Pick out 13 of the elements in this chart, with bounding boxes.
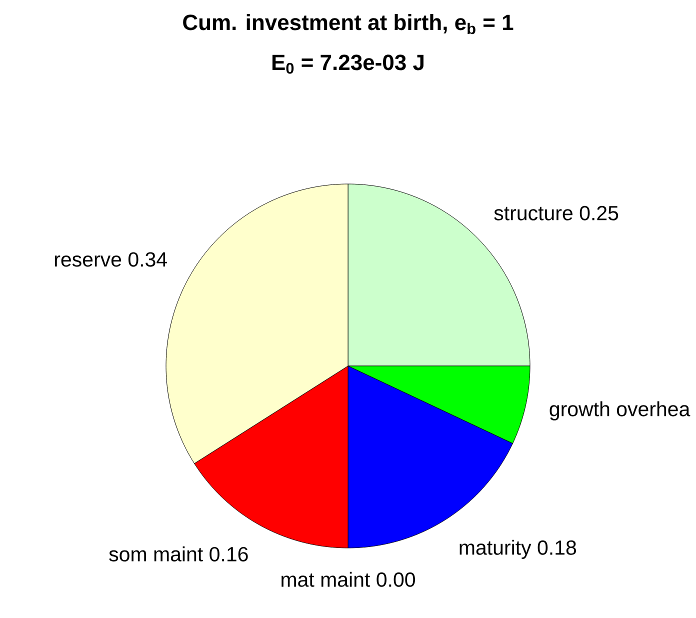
slice-label: growth overhea — [550, 401, 690, 420]
chart-title: Cum. investment at birth, e$_{b}$ = 1 — [183, 14, 514, 34]
data-label: 0.34 — [128, 252, 167, 267]
slice-label: maturity — [460, 540, 532, 559]
data-label: 0.25 — [580, 206, 618, 220]
data-label: 0.16 — [210, 546, 248, 562]
slice-label: som maint — [109, 546, 203, 562]
data-label: 0.18 — [538, 540, 576, 555]
chart-subtitle: E$_{0}$ = 7.23e-03 J — [272, 54, 424, 74]
slice-label: structure — [494, 206, 572, 220]
text: 0.00 — [376, 572, 415, 587]
slice-label: reserve — [55, 255, 122, 267]
category-label: mat maint — [282, 572, 370, 587]
